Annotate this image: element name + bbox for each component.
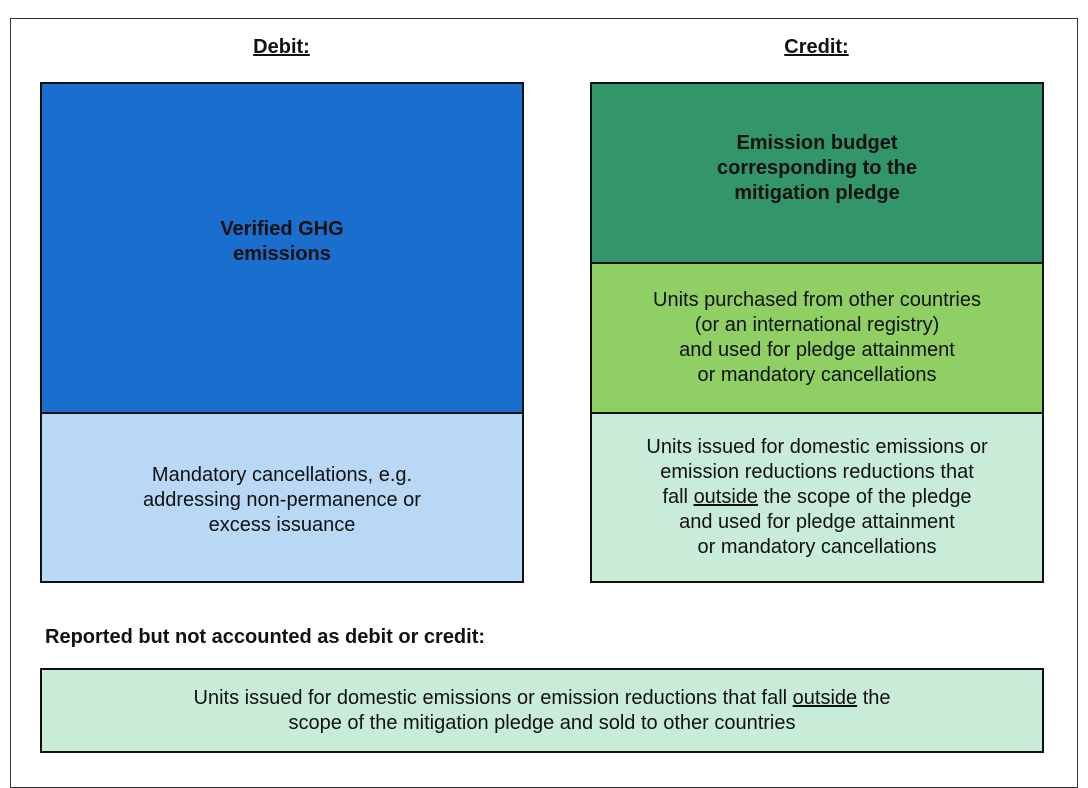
- reported-heading: Reported but not accounted as debit or c…: [45, 626, 486, 648]
- line: fall outside the scope of the pledge: [662, 485, 971, 510]
- underlined-text: outside: [792, 686, 858, 709]
- line: (or an international registry): [694, 314, 940, 336]
- text: Units issued for domestic emissions or e…: [193, 686, 793, 709]
- line: Units issued for domestic emissions or e…: [194, 686, 891, 711]
- text: the scope of the pledge: [758, 486, 972, 508]
- line: and used for pledge attainment: [679, 339, 955, 361]
- debit-box: Verified GHG emissions: [40, 82, 524, 414]
- text: the: [857, 686, 891, 709]
- line: corresponding to the: [717, 156, 917, 179]
- line: mitigation pledge: [734, 181, 900, 204]
- credit-box: Units issued for domestic emissions or e…: [590, 412, 1044, 583]
- line: emission reductions reductions that: [660, 461, 974, 483]
- line: Units issued for domestic emissions or: [646, 436, 988, 458]
- credit-box: Emission budget corresponding to the mit…: [590, 82, 1044, 264]
- credit-box: Units purchased from other countries (or…: [590, 262, 1044, 414]
- underlined-text: outside: [693, 486, 759, 508]
- reported-box: Units issued for domestic emissions or e…: [40, 668, 1044, 753]
- debit-heading: Debit:: [253, 36, 310, 58]
- line: emissions: [233, 243, 331, 265]
- line: scope of the mitigation pledge and sold …: [288, 711, 796, 734]
- credit-heading: Credit:: [784, 36, 849, 58]
- line: addressing non-permanence or: [143, 489, 421, 511]
- line: Mandatory cancellations, e.g.: [151, 464, 413, 486]
- line: and used for pledge attainment: [679, 511, 955, 533]
- line: excess issuance: [208, 514, 356, 536]
- debit-box: Mandatory cancellations, e.g. addressing…: [40, 412, 524, 583]
- text: fall: [662, 486, 694, 508]
- line: or mandatory cancellations: [697, 536, 937, 558]
- line: Emission budget: [736, 131, 898, 154]
- line: or mandatory cancellations: [697, 364, 937, 386]
- line: Units purchased from other countries: [653, 289, 981, 311]
- line: Verified GHG: [220, 218, 344, 240]
